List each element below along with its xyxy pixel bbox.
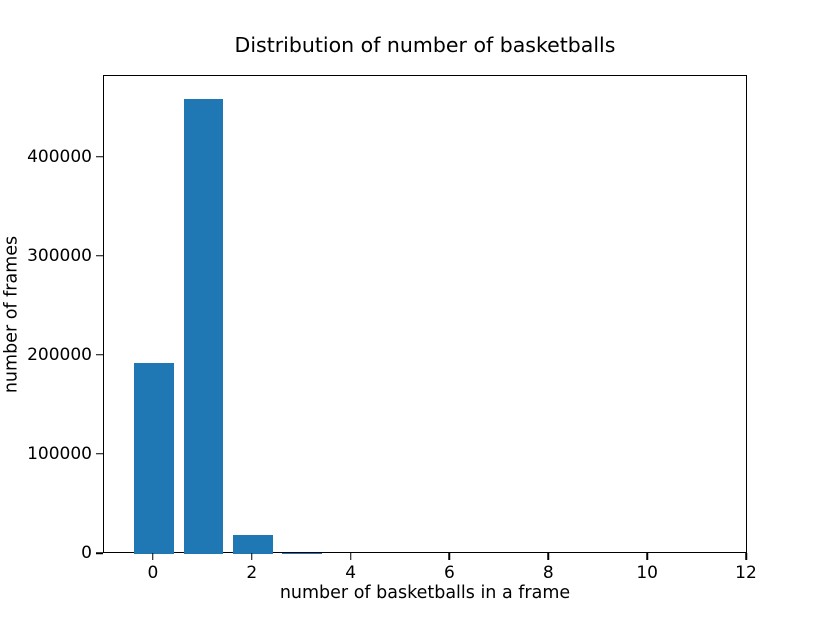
x-tick: [547, 553, 550, 560]
y-tick: [96, 453, 103, 455]
bar: [183, 98, 224, 554]
y-tick: [96, 255, 103, 257]
x-tick-label: 6: [444, 563, 455, 583]
x-tick: [152, 553, 154, 560]
chart-title: Distribution of number of basketballs: [234, 33, 616, 57]
x-tick-label: 12: [735, 563, 757, 583]
x-tick-label: 4: [345, 563, 357, 583]
plot-area: [103, 75, 747, 554]
y-tick-label: 300000: [27, 245, 92, 266]
x-tick: [251, 553, 253, 560]
x-tick-label: 2: [246, 563, 258, 583]
bar: [282, 552, 322, 554]
y-tick: [96, 354, 103, 356]
x-tick-label: 10: [636, 563, 658, 583]
bar: [134, 362, 174, 554]
y-axis-label: number of frames: [1, 235, 22, 394]
y-tick-label: 400000: [27, 146, 92, 167]
y-tick-label: 0: [81, 543, 92, 563]
bars-layer: [104, 76, 746, 554]
x-axis-label: number of basketballs in a frame: [279, 583, 571, 603]
x-tick: [745, 553, 747, 560]
y-tick: [96, 156, 103, 158]
y-tick-label: 200000: [27, 344, 92, 365]
bar: [233, 535, 273, 554]
x-tick: [349, 553, 352, 560]
y-tick-label: 100000: [27, 443, 92, 464]
x-tick: [448, 553, 451, 560]
x-tick-label: 8: [542, 563, 554, 583]
x-tick-label: 0: [147, 563, 159, 583]
y-tick: [96, 552, 103, 554]
x-tick: [646, 553, 648, 560]
